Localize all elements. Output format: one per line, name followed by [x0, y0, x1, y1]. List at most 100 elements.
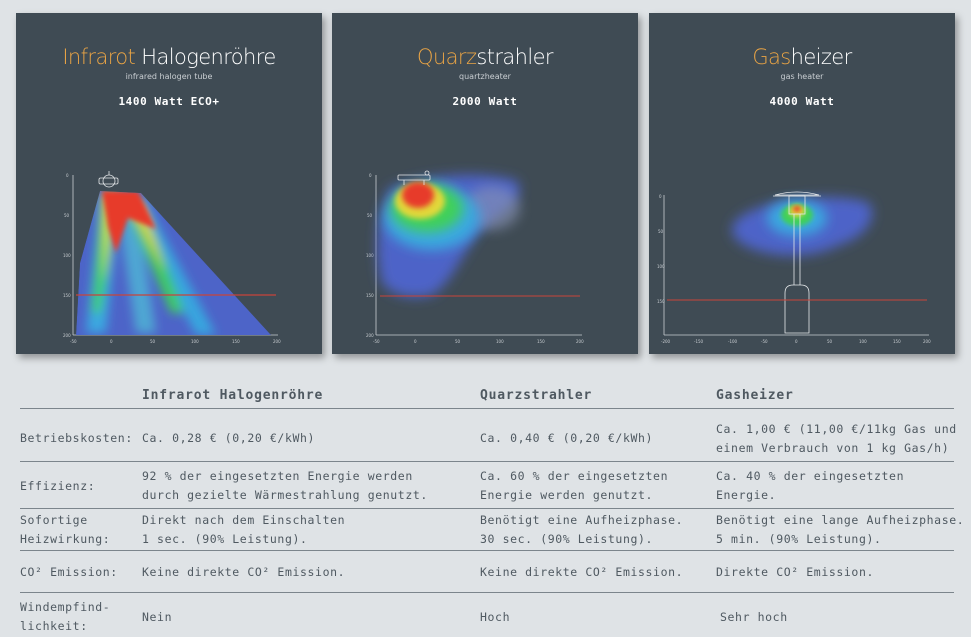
x-tick-label: 100 — [859, 339, 867, 344]
x-tick-label: 150 — [537, 339, 545, 344]
x-tick-label: 200 — [273, 339, 281, 344]
table-cell: Ca. 1,00 € (11,00 €/11kg Gas und — [716, 422, 957, 436]
x-tick-label: 0 — [795, 339, 798, 344]
x-tick-label: 150 — [893, 339, 901, 344]
y-tick-label: 50 — [658, 229, 664, 234]
y-tick-label: 100 — [657, 264, 665, 269]
row-label: Heizwirkung: — [20, 532, 111, 546]
panel-subtitle: quartzheater — [459, 72, 511, 81]
table-row-operating-costs: Betriebskosten: Ca. 0,28 € (0,20 €/kWh) … — [20, 408, 957, 461]
heat-distribution — [76, 191, 271, 335]
panel-title-accent: Gas — [752, 45, 791, 69]
column-header: Gasheizer — [716, 388, 794, 403]
table-row-co2-emission: CO² Emission: Keine direkte CO² Emission… — [20, 550, 954, 592]
table-cell: Ca. 60 % der eingesetzten — [480, 469, 669, 483]
table-cell: Ca. 40 % der eingesetzten — [716, 469, 905, 483]
column-header: Infrarot Halogenröhre — [142, 388, 324, 403]
x-tick-label: 50 — [150, 339, 156, 344]
x-tick-label: 150 — [232, 339, 240, 344]
table-cell: Nein — [142, 610, 173, 624]
x-tick-label: 50 — [827, 339, 833, 344]
y-tick-label: 150 — [657, 299, 665, 304]
panel-title-accent: Quarz — [417, 45, 477, 69]
row-label: Betriebskosten: — [20, 431, 133, 445]
table-row-wind-sensitivity: Windempfind- lichkeit: Nein Hoch Sehr ho… — [20, 592, 954, 637]
panel-wattage: 2000 Watt — [452, 95, 518, 108]
x-tick-label: -50 — [70, 339, 77, 344]
panel-subtitle: infrared halogen tube — [125, 72, 213, 81]
panel-gas-heater: Gasheizer gas heater 4000 Watt 0 50 100 … — [649, 13, 955, 354]
row-label: CO² Emission: — [20, 565, 118, 579]
table-cell: Sehr hoch — [720, 610, 788, 624]
row-label: lichkeit: — [20, 619, 88, 633]
y-tick-label: 0 — [369, 173, 372, 178]
panel-title: Gasheizer — [649, 45, 955, 69]
y-tick-label: 150 — [366, 293, 374, 298]
heat-distribution — [377, 174, 520, 298]
heat-distribution — [731, 197, 873, 256]
heatmap-graphic-infrared: 0 50 100 150 200 -50 0 50 100 150 200 — [63, 171, 281, 344]
row-label: Effizienz: — [20, 479, 96, 493]
x-tick-label: -150 — [694, 339, 704, 344]
panel-wattage: 1400 Watt ECO+ — [118, 95, 220, 108]
table-cell: Ca. 0,40 € (0,20 €/kWh) — [480, 431, 654, 445]
row-label: Sofortige — [20, 513, 88, 527]
table-header-row: Infrarot Halogenröhre Quarzstrahler Gash… — [20, 382, 954, 408]
heater-outline — [397, 170, 431, 185]
table-cell: 92 % der eingesetzten Energie werden — [142, 469, 413, 483]
panel-quartz-heater: Quarzstrahler quartzheater 2000 Watt 0 5… — [332, 13, 638, 354]
table-cell: Direkt nach dem Einschalten — [142, 513, 346, 527]
panel-wattage: 4000 Watt — [769, 95, 835, 108]
table-row-instant-heating: Sofortige Heizwirkung: Direkt nach dem E… — [20, 508, 964, 550]
heater-outline — [773, 191, 821, 334]
panel-infrared-halogen: Infrarot Halogenröhre infrared halogen t… — [16, 13, 322, 354]
x-tick-label: 50 — [455, 339, 461, 344]
y-tick-label: 100 — [63, 253, 71, 258]
table-cell: Energie werden genutzt. — [480, 488, 654, 502]
heatmap-graphic-quartz: 0 50 100 150 200 -50 0 50 100 150 200 — [366, 170, 584, 344]
comparison-table: Infrarot Halogenröhre Quarzstrahler Gash… — [20, 382, 964, 637]
table-cell: durch gezielte Wärmestrahlung genutzt. — [142, 488, 428, 502]
x-tick-label: 0 — [110, 339, 113, 344]
table-cell: Benötigt eine Aufheizphase. — [480, 513, 684, 527]
x-tick-label: -200 — [661, 339, 671, 344]
y-tick-label: 0 — [659, 194, 662, 199]
y-tick-label: 50 — [64, 213, 70, 218]
y-tick-label: 0 — [66, 173, 69, 178]
table-cell: 5 min. (90% Leistung). — [716, 532, 882, 546]
column-header: Quarzstrahler — [480, 388, 593, 403]
panel-title-rest: Halogenröhre — [135, 45, 276, 69]
panel-title: Quarzstrahler — [332, 45, 638, 69]
x-tick-label: 200 — [576, 339, 584, 344]
x-tick-label: 200 — [923, 339, 931, 344]
row-label: Windempfind- — [20, 600, 111, 614]
x-tick-label: -50 — [373, 339, 380, 344]
x-tick-label: 0 — [414, 339, 417, 344]
y-tick-label: 150 — [63, 293, 71, 298]
heater-outline — [98, 171, 119, 188]
table-cell: Keine direkte CO² Emission. — [480, 565, 684, 579]
panel-title: Infrarot Halogenröhre — [16, 45, 322, 69]
heatmap-graphic-gas: 0 50 100 150 -200 -150 -100 -50 0 50 100… — [657, 191, 931, 344]
table-cell: Benötigt eine lange Aufheizphase. — [716, 513, 965, 527]
table-cell: Keine direkte CO² Emission. — [142, 565, 346, 579]
table-cell: Direkte CO² Emission. — [716, 565, 874, 579]
y-tick-label: 50 — [367, 213, 373, 218]
table-cell: Hoch — [480, 610, 511, 624]
table-row-efficiency: Effizienz: 92 % der eingesetzten Energie… — [20, 461, 954, 508]
panel-subtitle: gas heater — [780, 72, 824, 81]
table-cell: 30 sec. (90% Leistung). — [480, 532, 654, 546]
table-cell: einem Verbrauch von 1 kg Gas/h) — [716, 441, 950, 455]
y-tick-label: 200 — [63, 333, 71, 338]
y-tick-label: 100 — [366, 253, 374, 258]
table-cell: 1 sec. (90% Leistung). — [142, 532, 308, 546]
x-tick-label: -100 — [728, 339, 738, 344]
panel-title-accent: Infrarot — [62, 45, 136, 69]
panel-title-rest: strahler — [476, 45, 553, 69]
x-tick-label: -50 — [761, 339, 768, 344]
x-tick-label: 100 — [496, 339, 504, 344]
table-cell: Ca. 0,28 € (0,20 €/kWh) — [142, 431, 316, 445]
table-cell: Energie. — [716, 488, 777, 502]
x-tick-label: 100 — [191, 339, 199, 344]
panel-title-rest: heizer — [790, 45, 853, 69]
